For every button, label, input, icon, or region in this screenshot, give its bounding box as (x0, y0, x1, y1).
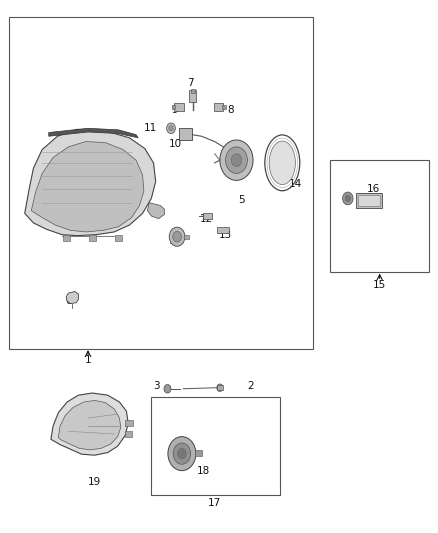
Ellipse shape (269, 141, 295, 184)
Text: 1: 1 (85, 354, 92, 365)
Bar (89, 235, 96, 241)
Circle shape (220, 140, 253, 180)
Bar (214, 103, 223, 111)
Text: 16: 16 (367, 184, 380, 195)
Bar (63, 235, 70, 241)
Bar (172, 105, 175, 109)
Circle shape (226, 147, 247, 173)
Bar (223, 105, 226, 109)
Circle shape (169, 126, 173, 131)
Bar (195, 450, 201, 456)
Bar (330, 160, 428, 272)
Text: 10: 10 (169, 139, 182, 149)
Text: 14: 14 (289, 179, 302, 189)
Text: 5: 5 (239, 195, 245, 205)
Text: 13: 13 (219, 230, 232, 240)
Polygon shape (49, 128, 138, 138)
Polygon shape (148, 203, 164, 219)
Circle shape (166, 123, 175, 134)
Text: 8: 8 (228, 104, 234, 115)
Circle shape (169, 227, 185, 246)
Circle shape (177, 448, 186, 459)
Bar (184, 235, 189, 239)
Text: 2: 2 (247, 381, 254, 391)
Circle shape (231, 154, 242, 166)
Bar (189, 90, 196, 102)
Circle shape (345, 195, 350, 201)
Polygon shape (25, 130, 155, 236)
Circle shape (168, 437, 196, 471)
Text: 9: 9 (171, 104, 177, 115)
Text: 12: 12 (199, 214, 212, 224)
Circle shape (164, 384, 171, 393)
Bar (356, 193, 382, 208)
Polygon shape (31, 142, 144, 232)
Text: 17: 17 (208, 498, 221, 508)
Polygon shape (66, 292, 78, 304)
Bar (179, 128, 192, 140)
Polygon shape (51, 393, 128, 455)
Circle shape (173, 231, 181, 242)
Circle shape (173, 443, 191, 464)
Bar (191, 89, 195, 93)
Bar (125, 419, 133, 426)
Text: 7: 7 (187, 78, 194, 88)
Circle shape (217, 384, 223, 391)
Text: 3: 3 (153, 381, 160, 391)
Text: 19: 19 (88, 477, 101, 487)
Bar (217, 227, 229, 233)
Circle shape (343, 192, 353, 205)
Text: 15: 15 (373, 280, 386, 290)
Text: 4: 4 (170, 238, 177, 247)
Polygon shape (58, 400, 121, 450)
Bar (10, 17, 313, 349)
Bar (174, 103, 184, 111)
Bar (358, 195, 380, 206)
Bar (115, 235, 122, 241)
Bar (217, 385, 223, 390)
Text: 6: 6 (65, 296, 72, 306)
Bar (203, 213, 212, 219)
Bar (151, 397, 280, 495)
Text: 11: 11 (144, 123, 157, 133)
Bar (125, 431, 132, 437)
Text: 18: 18 (197, 466, 210, 476)
